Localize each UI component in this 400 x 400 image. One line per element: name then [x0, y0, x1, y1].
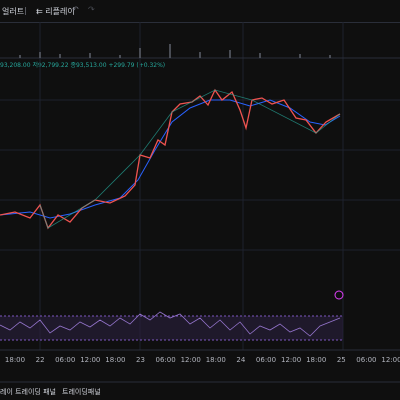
ohlc-prefix: 93,208.00 — [0, 62, 31, 69]
ohlc-close: 종93,513.00 — [70, 62, 107, 69]
time-label: 06:00 — [155, 356, 176, 364]
time-label: 06:00 — [55, 356, 76, 364]
alert-marker[interactable] — [334, 290, 344, 300]
time-label: 06:00 — [356, 356, 377, 364]
time-label: 12:00 — [281, 356, 302, 364]
time-label: 12:00 — [381, 356, 400, 364]
time-label: 06:00 — [255, 356, 277, 364]
footer-tab[interactable]: 레이 트레이딩 패널 — [0, 388, 56, 396]
time-label: 12:00 — [80, 356, 101, 364]
volume-bars — [19, 44, 331, 58]
alert-button[interactable]: 얼러트 — [2, 7, 25, 16]
redo-button[interactable]: ↷ — [88, 5, 95, 14]
time-label: 18:00 — [306, 356, 327, 364]
price-candles — [0, 88, 341, 230]
time-label: 18:00 — [205, 356, 226, 364]
toolbar — [0, 0, 400, 23]
time-label: 12:00 — [180, 356, 201, 364]
rsi-line — [0, 311, 341, 337]
divider: | — [24, 6, 27, 15]
replay-button[interactable]: ⇇ 리플레이 — [36, 7, 75, 16]
price-up — [39, 89, 341, 229]
time-label: 22 — [35, 356, 45, 364]
footer-tab[interactable]: 트레이딩패널 — [62, 388, 101, 396]
ohlc-low: 저92,799.22 — [32, 62, 69, 69]
time-label: 25 — [336, 356, 346, 364]
ohlc-change: +299.79 (+0.32%) — [108, 62, 166, 69]
rsi-band — [0, 316, 343, 340]
time-label: 24 — [236, 356, 246, 364]
moving-average — [0, 99, 341, 219]
grid — [0, 22, 400, 350]
time-label: 18:00 — [105, 356, 126, 364]
ohlc-legend: 93,208.00 저92,799.22 종93,513.00 +299.79 … — [0, 60, 165, 69]
time-label: 23 — [136, 356, 145, 364]
replay-label: 리플레이 — [45, 7, 75, 16]
undo-button[interactable]: ↶ — [72, 5, 79, 14]
time-label: 18:00 — [4, 356, 26, 364]
